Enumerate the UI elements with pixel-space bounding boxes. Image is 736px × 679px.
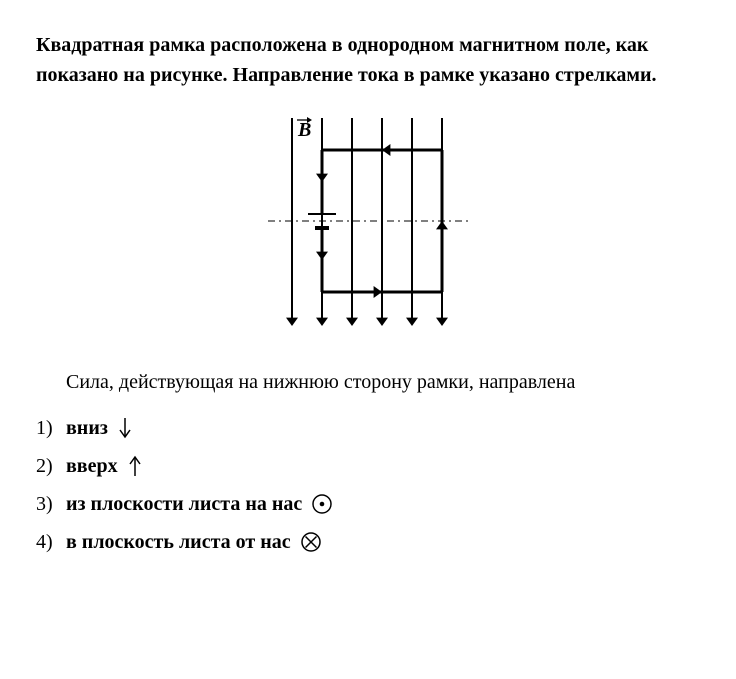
- option-label: из плоскости листа на нас: [66, 489, 302, 519]
- option-text: из плоскости листа на нас: [66, 489, 334, 519]
- down-arrow-icon: [116, 416, 134, 440]
- up-arrow-icon: [126, 454, 144, 478]
- x-circle-icon: [299, 530, 323, 554]
- option-text: вверх: [66, 451, 144, 481]
- option-num: 4): [36, 527, 66, 557]
- option-label: в плоскость листа от нас: [66, 527, 291, 557]
- option-text: в плоскость листа от нас: [66, 527, 323, 557]
- option-label: вниз: [66, 413, 108, 443]
- dot-circle-icon: [310, 492, 334, 516]
- option-num: 1): [36, 413, 66, 443]
- option-label: вверх: [66, 451, 118, 481]
- svg-text:B: B: [297, 119, 311, 141]
- option-text: вниз: [66, 413, 134, 443]
- option-num: 2): [36, 451, 66, 481]
- option-num: 3): [36, 489, 66, 519]
- option-4: 4) в плоскость листа от нас: [36, 527, 700, 557]
- option-3: 3) из плоскости листа на нас: [36, 489, 700, 519]
- options-list: 1) вниз 2) вверх 3) из плоскости листа н…: [36, 413, 700, 557]
- field-frame-diagram: B: [258, 110, 478, 340]
- option-2: 2) вверх: [36, 451, 700, 481]
- problem-statement: Квадратная рамка расположена в однородно…: [36, 30, 700, 90]
- figure-container: B: [36, 110, 700, 349]
- option-1: 1) вниз: [36, 413, 700, 443]
- question-text: Сила, действующая на нижнюю сторону рамк…: [36, 367, 700, 397]
